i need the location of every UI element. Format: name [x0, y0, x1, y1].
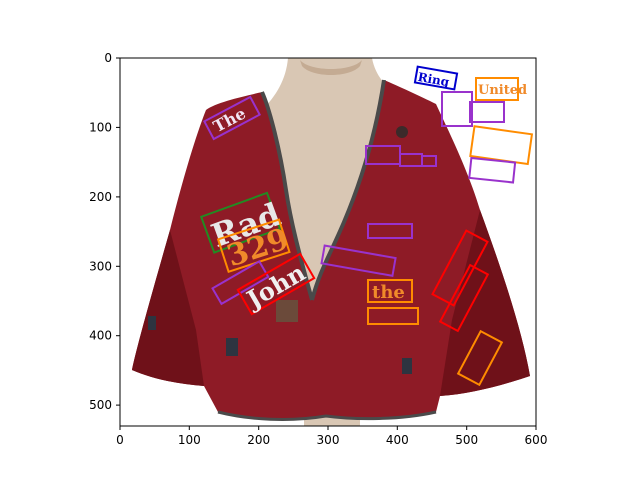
x-tick: 100: [178, 426, 201, 447]
x-axis: 0 100 200 300 400 500 600: [116, 426, 547, 447]
y-tick: 200: [89, 190, 120, 204]
word-box-cuff-orange: [456, 329, 504, 387]
word-box-outline: [320, 244, 397, 277]
word-box-outline: [431, 229, 489, 307]
word-box-center-1: [367, 223, 413, 239]
word-box-lapel-3: [421, 155, 437, 167]
word-box-outline: [236, 252, 316, 316]
word-label: Ring: [417, 70, 451, 89]
y-tick: 300: [89, 259, 120, 273]
word-box-below-the: [367, 307, 419, 325]
y-tick-label: 200: [89, 190, 112, 204]
word-label-united: United: [478, 83, 527, 98]
garment-left-trim: [260, 91, 314, 301]
y-tick: 400: [89, 329, 120, 343]
y-tick-label: 100: [89, 120, 112, 134]
x-tick: 200: [247, 426, 270, 447]
y-tick-label: 300: [89, 259, 112, 273]
x-tick-label: 300: [317, 433, 340, 447]
word-label-the: the: [372, 282, 405, 303]
word-box-outline: [202, 95, 262, 141]
y-tick: 500: [89, 398, 120, 412]
x-tick: 0: [116, 426, 124, 447]
mannequin-neck-shadow: [300, 60, 362, 75]
y-tick-label: 0: [104, 51, 112, 65]
word-box-outline: [413, 65, 459, 91]
word-box-outline: [199, 191, 282, 254]
x-tick-label: 100: [178, 433, 201, 447]
patch: [396, 126, 408, 138]
y-tick-label: 400: [89, 329, 112, 343]
word-box-tr-purple-2: [469, 101, 505, 123]
y-tick: 0: [104, 51, 120, 65]
garment-right-sleeve-shadow: [440, 210, 530, 396]
word-box-united: [475, 77, 519, 101]
word-box-small-left: [211, 259, 270, 306]
x-tick-label: 500: [455, 433, 478, 447]
word-annotations: The Rad 329 John the: [199, 65, 534, 387]
word-box-sleeve-red-2: [438, 263, 490, 333]
word-box-outline: [211, 259, 270, 306]
word-box-outline: [468, 156, 517, 184]
x-tick: 300: [317, 426, 340, 447]
x-tick-label: 400: [386, 433, 409, 447]
garment-left-sleeve-shadow: [132, 230, 204, 386]
word-box-center-2: [320, 244, 397, 277]
x-tick: 500: [455, 426, 478, 447]
garment-hem-trim: [217, 410, 437, 421]
y-axis: 0 100 200 300 400 500: [89, 51, 120, 412]
x-tick-label: 600: [525, 433, 548, 447]
patch: [276, 300, 298, 322]
word-box-the-center: [367, 279, 413, 303]
word-box-tr-purple-3: [468, 156, 517, 184]
x-tick-label: 200: [247, 433, 270, 447]
patch: [402, 358, 412, 374]
word-box-outline: [456, 329, 504, 387]
patch: [148, 316, 156, 330]
y-tick-label: 500: [89, 398, 112, 412]
y-tick: 100: [89, 120, 120, 134]
word-box-tr-purple-1: [441, 91, 473, 127]
garment: [132, 80, 530, 420]
word-box-ring: Ring: [413, 65, 459, 91]
x-tick: 400: [386, 426, 409, 447]
x-tick: 600: [525, 426, 548, 447]
word-box-sleeve-red: [431, 229, 489, 307]
word-box-outline: [438, 263, 490, 333]
photo: [120, 58, 536, 426]
garment-right-trim: [310, 79, 386, 301]
x-tick-label: 0: [116, 433, 124, 447]
patch: [226, 338, 238, 356]
